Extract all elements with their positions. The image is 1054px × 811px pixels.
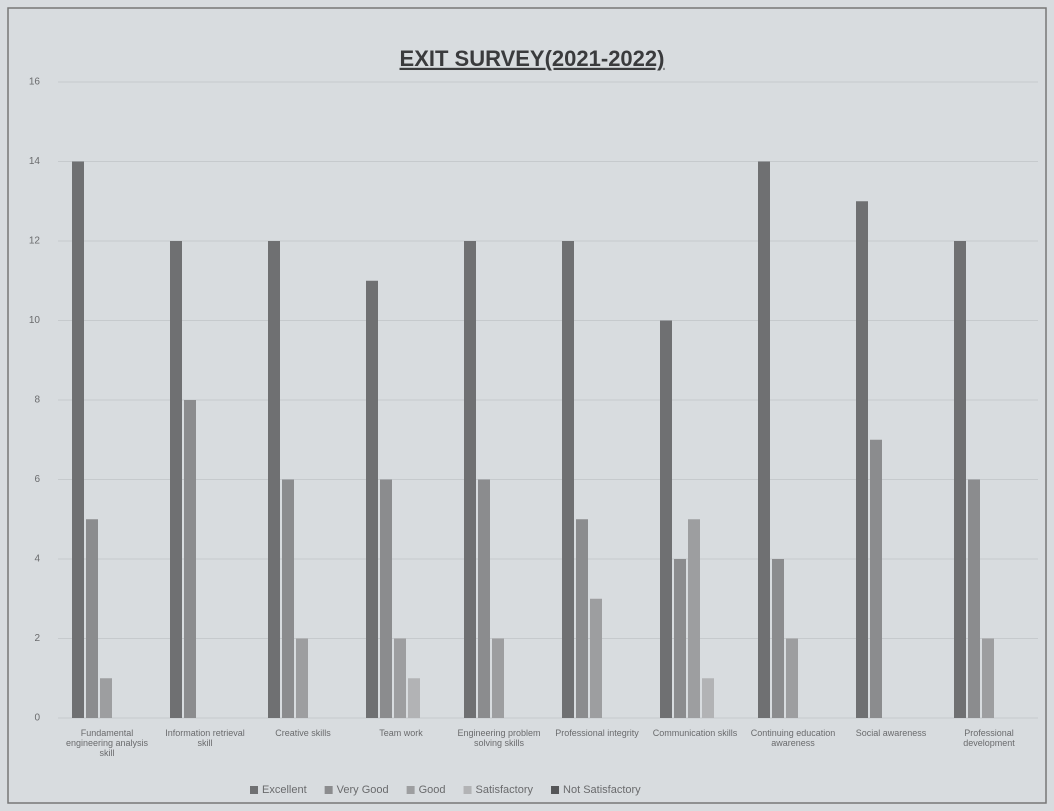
y-tick-label: 2 — [34, 633, 40, 644]
legend-swatch — [463, 786, 472, 794]
y-tick-label: 16 — [29, 77, 41, 88]
bar — [86, 519, 98, 718]
bar — [562, 241, 574, 718]
bar — [758, 161, 770, 718]
y-tick-label: 0 — [34, 713, 40, 724]
legend-swatch — [250, 786, 258, 794]
bar — [590, 598, 602, 718]
bar — [478, 479, 490, 718]
y-tick-label: 10 — [29, 315, 41, 326]
bar — [856, 201, 868, 718]
legend-swatch — [406, 786, 415, 794]
y-tick-label: 6 — [34, 474, 40, 485]
legend-label: Not Satisfactory — [563, 784, 641, 796]
y-tick-label: 8 — [34, 395, 40, 406]
bar — [408, 678, 420, 718]
bar — [660, 320, 672, 718]
legend-swatch — [551, 786, 560, 794]
bar — [170, 241, 182, 718]
bar — [772, 559, 784, 718]
x-tick-label: Engineering problem solving skills — [457, 728, 541, 748]
bar — [674, 559, 686, 718]
bar — [394, 638, 406, 718]
bar — [492, 638, 504, 718]
chart-border — [7, 7, 1047, 804]
x-tick-label: Information retrieval skill — [165, 728, 245, 748]
bar — [968, 479, 980, 718]
y-tick-label: 14 — [29, 156, 41, 167]
x-tick-label: Fundamental engineering analysis skill — [65, 728, 149, 758]
bar — [702, 678, 714, 718]
bar — [870, 439, 882, 718]
bar — [366, 280, 378, 718]
bar — [268, 241, 280, 718]
legend-label: Good — [419, 784, 446, 796]
legend-label: Satisfactory — [476, 784, 534, 796]
legend-label: Very Good — [337, 784, 389, 796]
y-tick-label: 4 — [34, 554, 40, 565]
legend-label: Excellent — [262, 784, 307, 796]
bar — [464, 241, 476, 718]
x-tick-label: Social awareness — [855, 728, 927, 738]
x-tick-label: Team work — [379, 728, 423, 738]
x-tick-label: Communication skills — [652, 728, 738, 738]
bar — [72, 161, 84, 718]
bar — [954, 241, 966, 718]
x-tick-label: Professional integrity — [555, 728, 639, 738]
legend-swatch — [324, 786, 333, 794]
bar — [296, 638, 308, 718]
bar — [184, 400, 196, 718]
x-tick-label: Creative skills — [275, 728, 331, 738]
x-tick-label: Continuing education awareness — [750, 728, 836, 748]
bar — [688, 519, 700, 718]
y-tick-label: 12 — [29, 236, 41, 247]
bar — [982, 638, 994, 718]
bar — [576, 519, 588, 718]
bar — [786, 638, 798, 718]
bar — [380, 479, 392, 718]
bar — [100, 678, 112, 718]
x-tick-label: Professional development — [963, 728, 1015, 748]
chart-title: EXIT SURVEY(2021-2022) — [400, 46, 665, 71]
bar — [282, 479, 294, 718]
